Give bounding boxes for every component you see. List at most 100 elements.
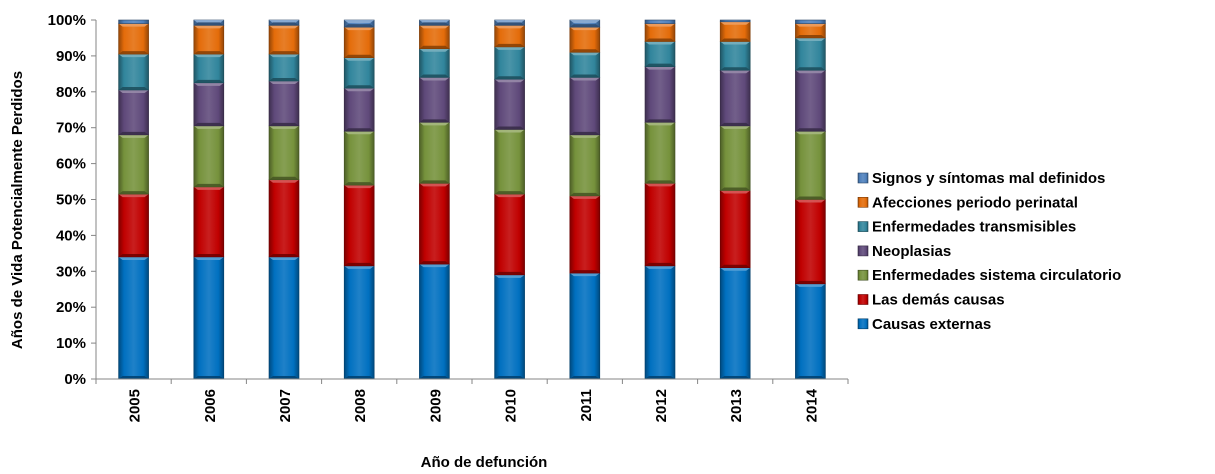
y-tick-label: 100% <box>48 12 86 29</box>
bar-bevel-bottom <box>720 122 751 126</box>
bar-bevel-top <box>494 20 525 23</box>
bar-segment <box>719 267 751 380</box>
legend-swatch <box>857 172 869 184</box>
bar-segment <box>494 274 525 380</box>
bar-bevel-bottom <box>193 122 224 126</box>
bar-bevel-bottom <box>645 38 675 42</box>
axes-group <box>91 19 849 384</box>
bar-bevel-bottom <box>193 183 224 187</box>
bar-bevel-bottom <box>419 261 450 265</box>
bar-segment <box>343 57 375 89</box>
bar-bevel-bottom <box>494 76 525 80</box>
bar-bevel-bottom <box>494 191 525 195</box>
bar-bevel-bottom <box>193 253 224 257</box>
bar-segment <box>569 26 601 53</box>
bar-bevel-bottom <box>269 376 299 379</box>
bar-segment <box>644 41 676 67</box>
bar-bevel-top <box>720 70 751 74</box>
bar-bevel-top <box>193 20 224 23</box>
bar-segment <box>343 26 375 58</box>
bar-bevel-bottom <box>118 191 149 195</box>
bar-bevel-bottom <box>494 271 525 275</box>
x-tick-label: 2014 <box>803 388 820 422</box>
bar-bevel-top <box>269 20 299 23</box>
bar-bevel-bottom <box>269 51 299 55</box>
bar-bevel-bottom <box>645 63 675 67</box>
bar-segment <box>644 122 676 184</box>
x-tick-label: 2005 <box>127 389 144 422</box>
legend-swatch <box>857 318 869 330</box>
bar-bevel-top <box>569 20 600 23</box>
x-tick-label: 2008 <box>352 389 369 422</box>
bar-bevel-top <box>645 183 675 187</box>
bar-segment <box>719 69 751 127</box>
bar-bevel-bottom <box>720 38 751 42</box>
bar-segment <box>795 283 826 380</box>
x-axis-title: Año de defunción <box>421 454 548 471</box>
x-tick-labels: 2005 2006 2007 2008 2009 2010 2011 2012 2013 2014 <box>127 388 821 422</box>
bar-bevel-top <box>795 37 826 41</box>
bar-bevel-bottom <box>344 128 375 132</box>
bar-bevel-bottom <box>419 180 450 184</box>
bar-bevel-top <box>569 27 600 31</box>
y-tick-label: 60% <box>56 156 86 173</box>
bar-bevel-top <box>344 185 375 189</box>
bar-segment <box>419 122 450 184</box>
legend-label: Causas externas <box>872 316 991 333</box>
bar-segment <box>343 184 375 267</box>
bar-segment <box>644 19 676 24</box>
bar-segment <box>193 256 225 380</box>
bar-segment <box>118 53 149 91</box>
y-tick-labels: 0% 10% 20% 30% 40% 50% 60% 70% 80% 90% 100% <box>48 12 86 388</box>
bar-bevel-bottom <box>494 22 525 26</box>
bar-bevel-top <box>569 52 600 56</box>
legend-label: Las demás causas <box>872 292 1005 309</box>
bar-bevel-top <box>269 179 299 183</box>
bar-bevel-top <box>720 267 751 271</box>
bar-segment <box>118 193 149 258</box>
bar-segment <box>419 77 450 123</box>
y-tick-label: 10% <box>56 335 86 352</box>
x-tick-label: 2007 <box>277 389 294 422</box>
bar-bevel-bottom <box>720 264 751 268</box>
legend-swatch <box>857 269 869 281</box>
bar-segment <box>644 265 676 380</box>
legend-swatch <box>857 294 869 305</box>
bar-bevel-bottom <box>795 128 826 132</box>
bar-bevel-bottom <box>118 376 149 379</box>
bar-bevel-top <box>494 194 525 198</box>
bar-bevel-bottom <box>193 376 224 379</box>
bar-bevel-top <box>118 134 149 138</box>
legend: Signos y síntomas mal definidos Afeccione… <box>857 170 1121 333</box>
bar-bevel-top <box>118 90 149 94</box>
legend-label: Enfermedades transmisibles <box>872 219 1076 236</box>
bar-bevel-bottom <box>269 22 299 26</box>
bar-segment <box>118 134 149 195</box>
x-tick-label: 2006 <box>202 389 219 422</box>
bar-bevel-top <box>419 264 450 268</box>
bar-segment <box>719 19 751 23</box>
bar-bevel-bottom <box>193 79 224 83</box>
bar-bevel-top <box>645 23 675 27</box>
x-tick-label: 2010 <box>503 389 520 422</box>
bar-segment <box>644 183 676 267</box>
bar-bevel-top <box>494 274 525 278</box>
bar-bevel-bottom <box>569 49 600 53</box>
bar-bevel-top <box>344 57 375 61</box>
bar-bevel-top <box>193 82 224 86</box>
bar-bevel-bottom <box>494 43 525 47</box>
bar-bevel-bottom <box>419 376 450 379</box>
legend-swatch <box>857 221 869 232</box>
x-tick-label: 2011 <box>578 389 595 422</box>
bar-bevel-bottom <box>269 253 299 257</box>
bar-bevel-bottom <box>795 196 826 200</box>
bar-segment <box>118 256 149 380</box>
bar-bevel-top <box>193 25 224 29</box>
bar-bevel-top <box>419 20 450 23</box>
bar-segment <box>268 25 300 55</box>
bar-segment <box>268 80 300 127</box>
bar-bevel-top <box>795 199 826 203</box>
bar-bevel-bottom <box>269 176 299 180</box>
bar-bevel-bottom <box>419 22 450 26</box>
bar-segment <box>795 37 826 71</box>
